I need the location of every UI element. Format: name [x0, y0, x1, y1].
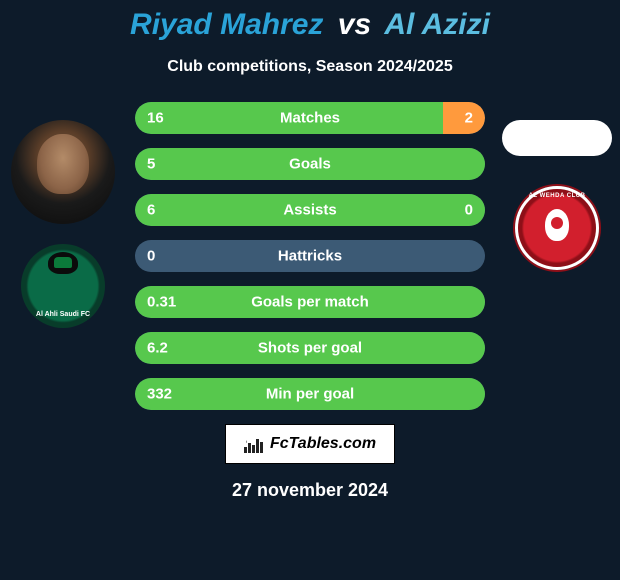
player2-name: Al Azizi	[384, 8, 490, 41]
stat-row: Goals per match0.31	[135, 286, 485, 318]
stat-label: Min per goal	[135, 386, 485, 403]
player2-avatar	[502, 120, 612, 156]
stat-row: Hattricks0	[135, 240, 485, 272]
stat-value-left: 6	[147, 202, 155, 219]
stat-label: Shots per goal	[135, 340, 485, 357]
subtitle: Club competitions, Season 2024/2025	[0, 58, 620, 76]
player1-club-label: Al Ahli Saudi FC	[21, 311, 105, 318]
comparison-card: Riyad Mahrez vs Al Azizi Club competitio…	[0, 0, 620, 580]
brand-badge: FcTables.com	[225, 424, 395, 464]
player1-name: Riyad Mahrez	[130, 8, 323, 41]
stat-value-right: 2	[465, 110, 473, 127]
stat-row: Goals5	[135, 148, 485, 180]
stat-value-left: 332	[147, 386, 172, 403]
stat-value-left: 0.31	[147, 294, 176, 311]
player1-avatar	[11, 120, 115, 224]
stat-label: Matches	[135, 110, 485, 127]
stat-value-left: 5	[147, 156, 155, 173]
stat-label: Hattricks	[135, 248, 485, 265]
footer-date: 27 november 2024	[0, 480, 620, 501]
player1-club-logo: Al Ahli Saudi FC	[21, 244, 105, 328]
stat-row: Min per goal332	[135, 378, 485, 410]
player2-club-label: AL WEHDA CLUB	[518, 193, 596, 199]
stat-row: Assists6 0	[135, 194, 485, 226]
stat-value-left: 0	[147, 248, 155, 265]
stat-row: Matches16 2	[135, 102, 485, 134]
left-player-column: Al Ahli Saudi FC	[8, 120, 118, 328]
stat-value-left: 6.2	[147, 340, 168, 357]
page-title: Riyad Mahrez vs Al Azizi	[0, 0, 620, 42]
stat-label: Goals	[135, 156, 485, 173]
stat-label: Assists	[135, 202, 485, 219]
stat-row: Shots per goal6.2	[135, 332, 485, 364]
stat-label: Goals per match	[135, 294, 485, 311]
stat-value-right: 0	[465, 202, 473, 219]
brand-text: FcTables.com	[270, 435, 376, 453]
stat-value-left: 16	[147, 110, 164, 127]
brand-chart-icon	[244, 435, 266, 453]
player2-club-logo: AL WEHDA CLUB	[515, 186, 599, 270]
vs-label: vs	[338, 8, 371, 41]
right-player-column: AL WEHDA CLUB	[502, 120, 612, 270]
